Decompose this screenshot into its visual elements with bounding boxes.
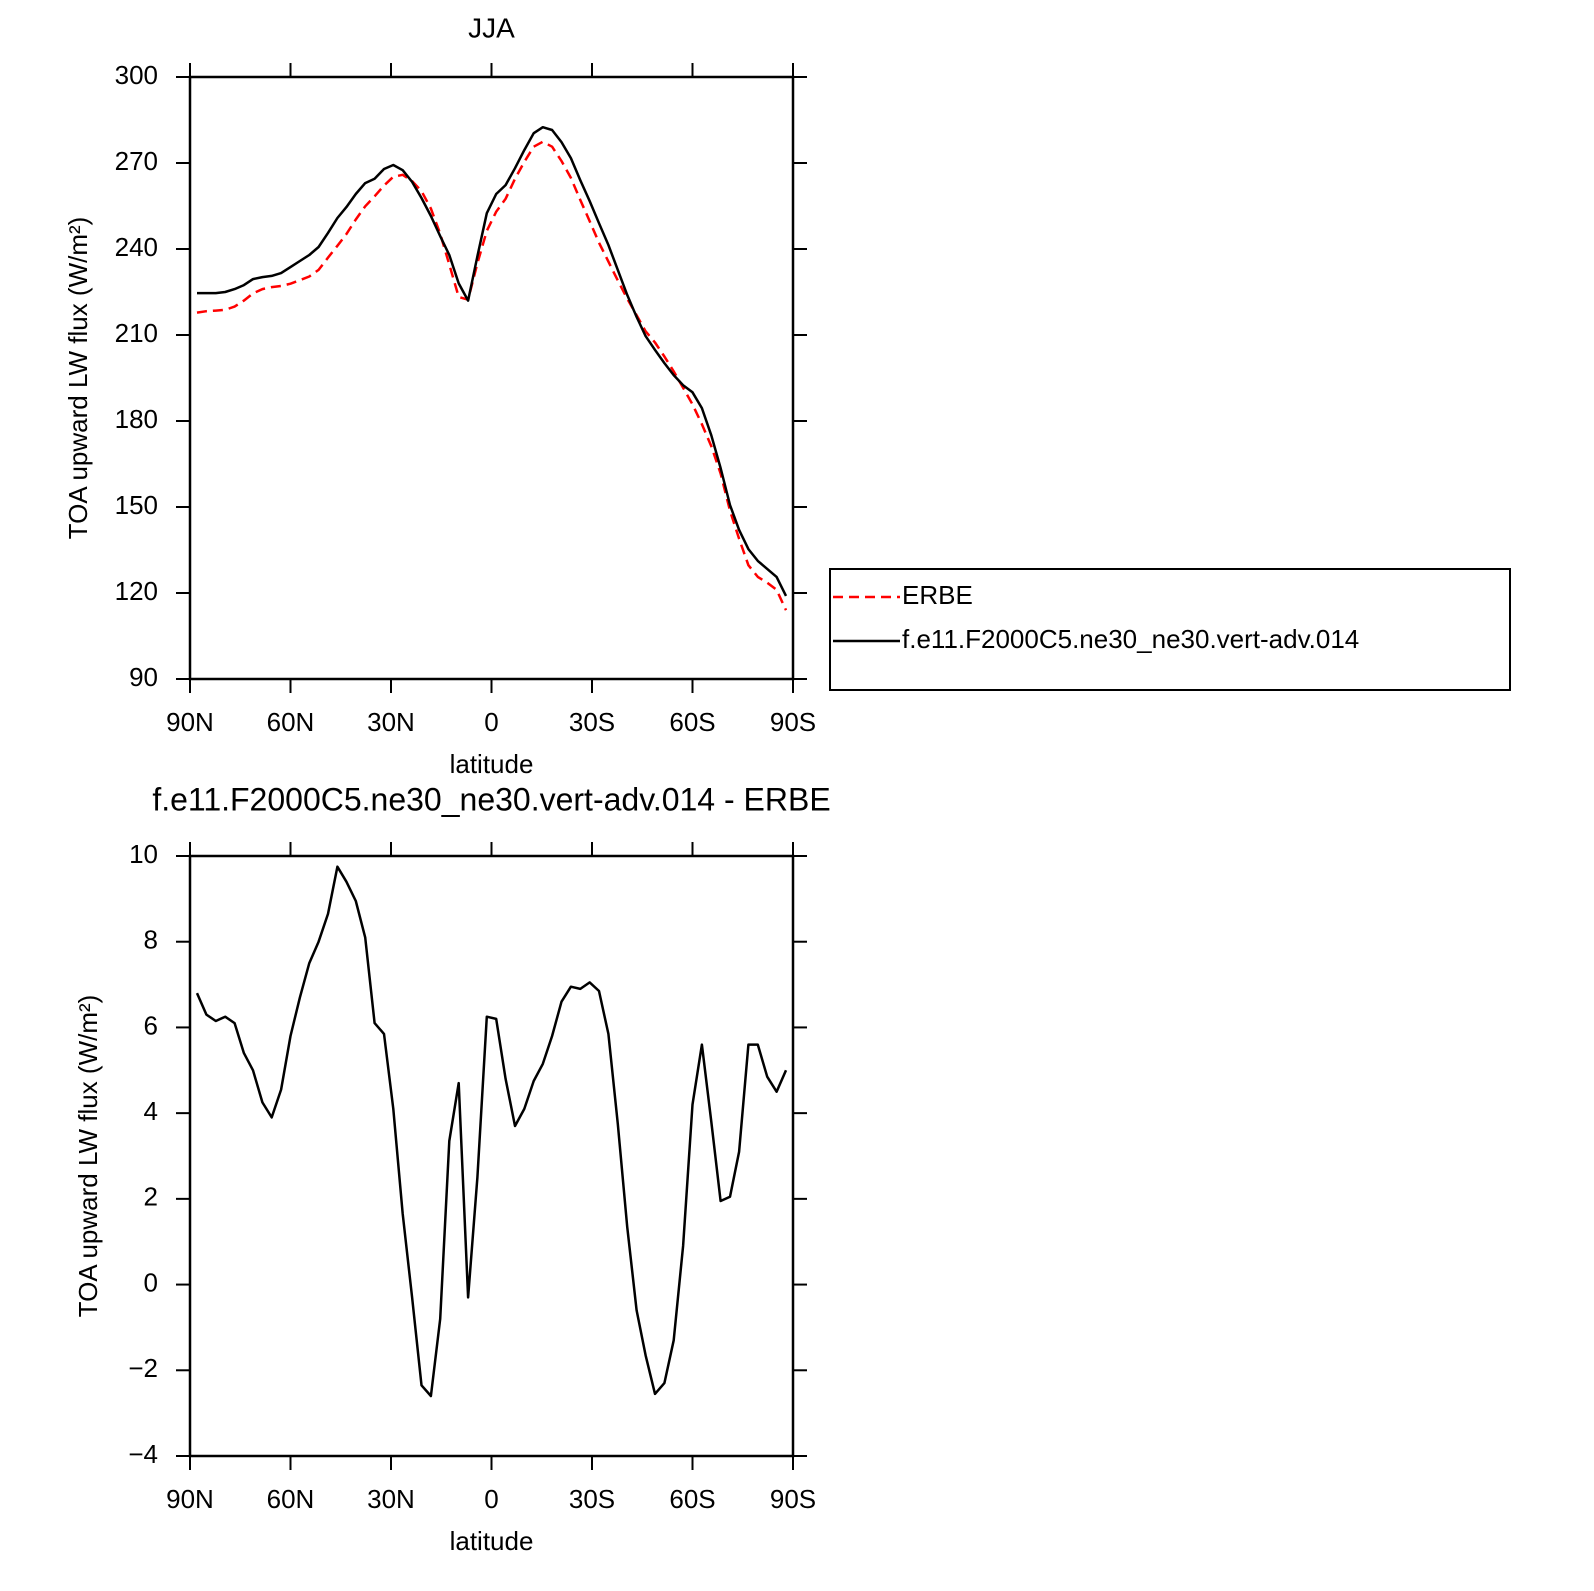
- y-tick-label: 270: [115, 146, 158, 176]
- y-tick-label: 4: [144, 1096, 158, 1126]
- x-tick-label: 0: [484, 707, 498, 737]
- legend-box: [829, 568, 1511, 691]
- y-tick-label: 90: [129, 662, 158, 692]
- x-tick-label: 30N: [367, 707, 415, 737]
- y-tick-label: 8: [144, 925, 158, 955]
- x-tick-label: 90N: [166, 1484, 214, 1514]
- y-tick-label: −4: [128, 1439, 158, 1469]
- y-tick-label: 120: [115, 576, 158, 606]
- y-axis-label: TOA upward LW flux (W/m²): [73, 995, 103, 1318]
- y-tick-label: 0: [144, 1267, 158, 1297]
- x-tick-label: 90N: [166, 707, 214, 737]
- x-tick-label: 60S: [669, 1484, 715, 1514]
- y-tick-label: 300: [115, 60, 158, 90]
- legend-label: ERBE: [902, 580, 973, 610]
- y-axis-label: TOA upward LW flux (W/m²): [63, 217, 93, 540]
- plot-frame: [188, 75, 795, 681]
- x-tick-label: 30S: [569, 1484, 615, 1514]
- y-tick-label: 240: [115, 232, 158, 262]
- x-tick-label: 90S: [770, 1484, 816, 1514]
- y-tick-label: 150: [115, 490, 158, 520]
- x-axis-label: latitude: [450, 1526, 534, 1556]
- y-tick-label: −2: [128, 1353, 158, 1383]
- y-tick-label: 2: [144, 1182, 158, 1212]
- chart-title: JJA: [468, 12, 515, 43]
- x-axis-label: latitude: [450, 749, 534, 779]
- y-tick-label: 10: [129, 839, 158, 869]
- x-tick-label: 90S: [770, 707, 816, 737]
- x-tick-label: 30N: [367, 1484, 415, 1514]
- y-tick-label: 6: [144, 1010, 158, 1040]
- y-tick-label: 180: [115, 404, 158, 434]
- x-tick-label: 60N: [267, 707, 315, 737]
- x-tick-label: 60N: [267, 1484, 315, 1514]
- chart-title: f.e11.F2000C5.ne30_ne30.vert-adv.014 - E…: [152, 781, 830, 817]
- data-line: [196, 140, 788, 611]
- x-tick-label: 0: [484, 1484, 498, 1514]
- plot-frame: [188, 854, 795, 1458]
- data-line: [197, 125, 788, 597]
- data-line: [195, 865, 788, 1398]
- legend-label: f.e11.F2000C5.ne30_ne30.vert-adv.014: [902, 624, 1359, 654]
- x-tick-label: 60S: [669, 707, 715, 737]
- x-tick-label: 30S: [569, 707, 615, 737]
- y-tick-label: 210: [115, 318, 158, 348]
